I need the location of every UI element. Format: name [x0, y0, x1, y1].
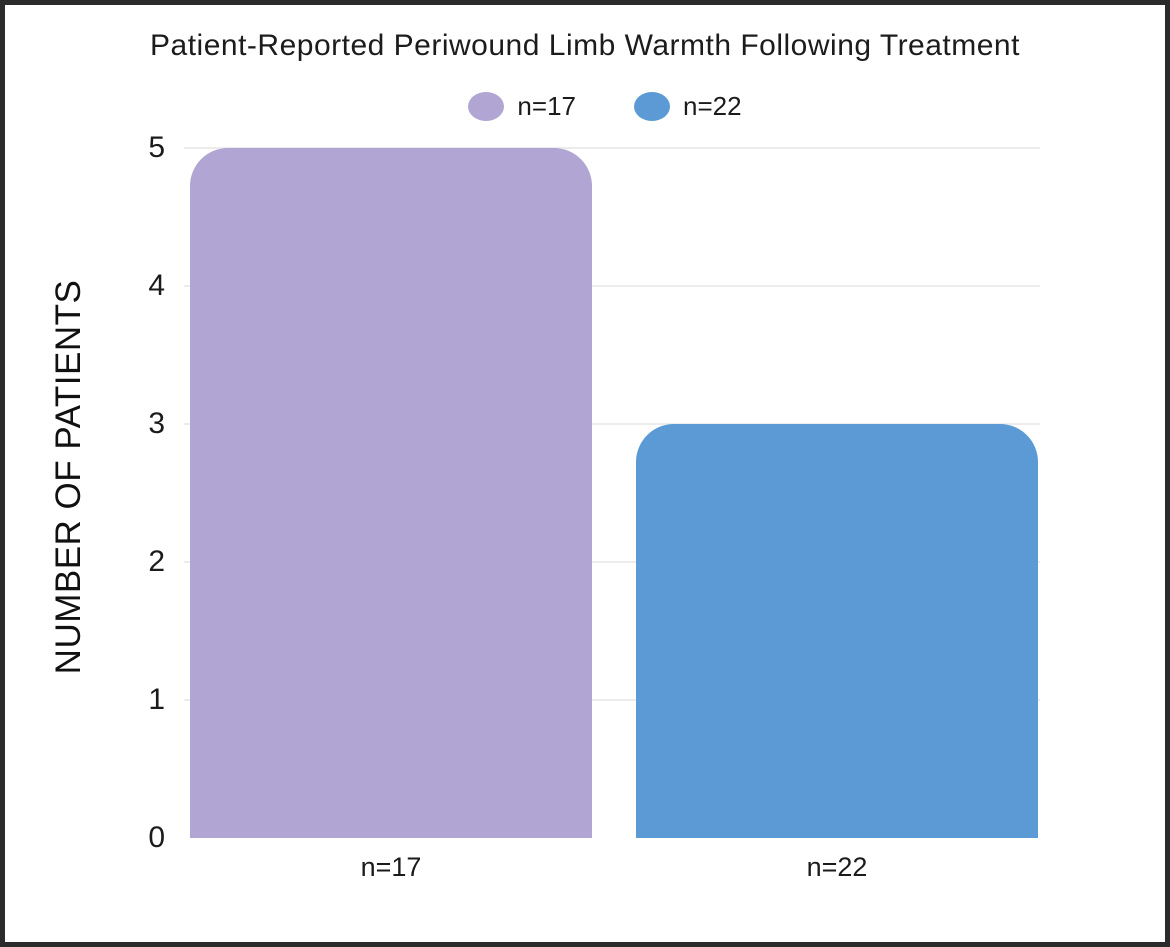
x-axis-labels: n=17 n=22	[190, 852, 1038, 888]
y-axis-ticks: 0 1 2 3 4 5	[5, 131, 173, 854]
bar	[190, 148, 592, 838]
y-tick-label: 5	[148, 131, 165, 164]
legend: n=17 n=22	[5, 88, 1165, 124]
y-tick-label: 3	[148, 407, 165, 440]
x-axis-label: n=17	[360, 852, 422, 882]
gridline	[184, 147, 1040, 149]
gridline	[184, 699, 1040, 701]
y-tick-label: 4	[148, 269, 165, 302]
legend-label: n=17	[517, 90, 576, 121]
y-tick-label: 1	[148, 683, 165, 716]
gridline	[184, 285, 1040, 287]
legend-swatch-icon	[634, 91, 670, 121]
bar	[636, 424, 1038, 838]
y-tick-label: 2	[148, 545, 165, 578]
x-axis-label: n=22	[806, 852, 868, 882]
plot-area	[184, 147, 1040, 838]
chart-title: Patient-Reported Periwound Limb Warmth F…	[150, 29, 1020, 62]
legend-item: n=22	[634, 91, 742, 122]
legend-swatch-icon	[468, 91, 505, 121]
y-tick-label: 0	[148, 821, 165, 854]
legend-item: n=17	[468, 91, 576, 122]
gridline	[184, 561, 1040, 563]
legend-label: n=22	[683, 90, 742, 121]
gridline	[184, 423, 1040, 425]
